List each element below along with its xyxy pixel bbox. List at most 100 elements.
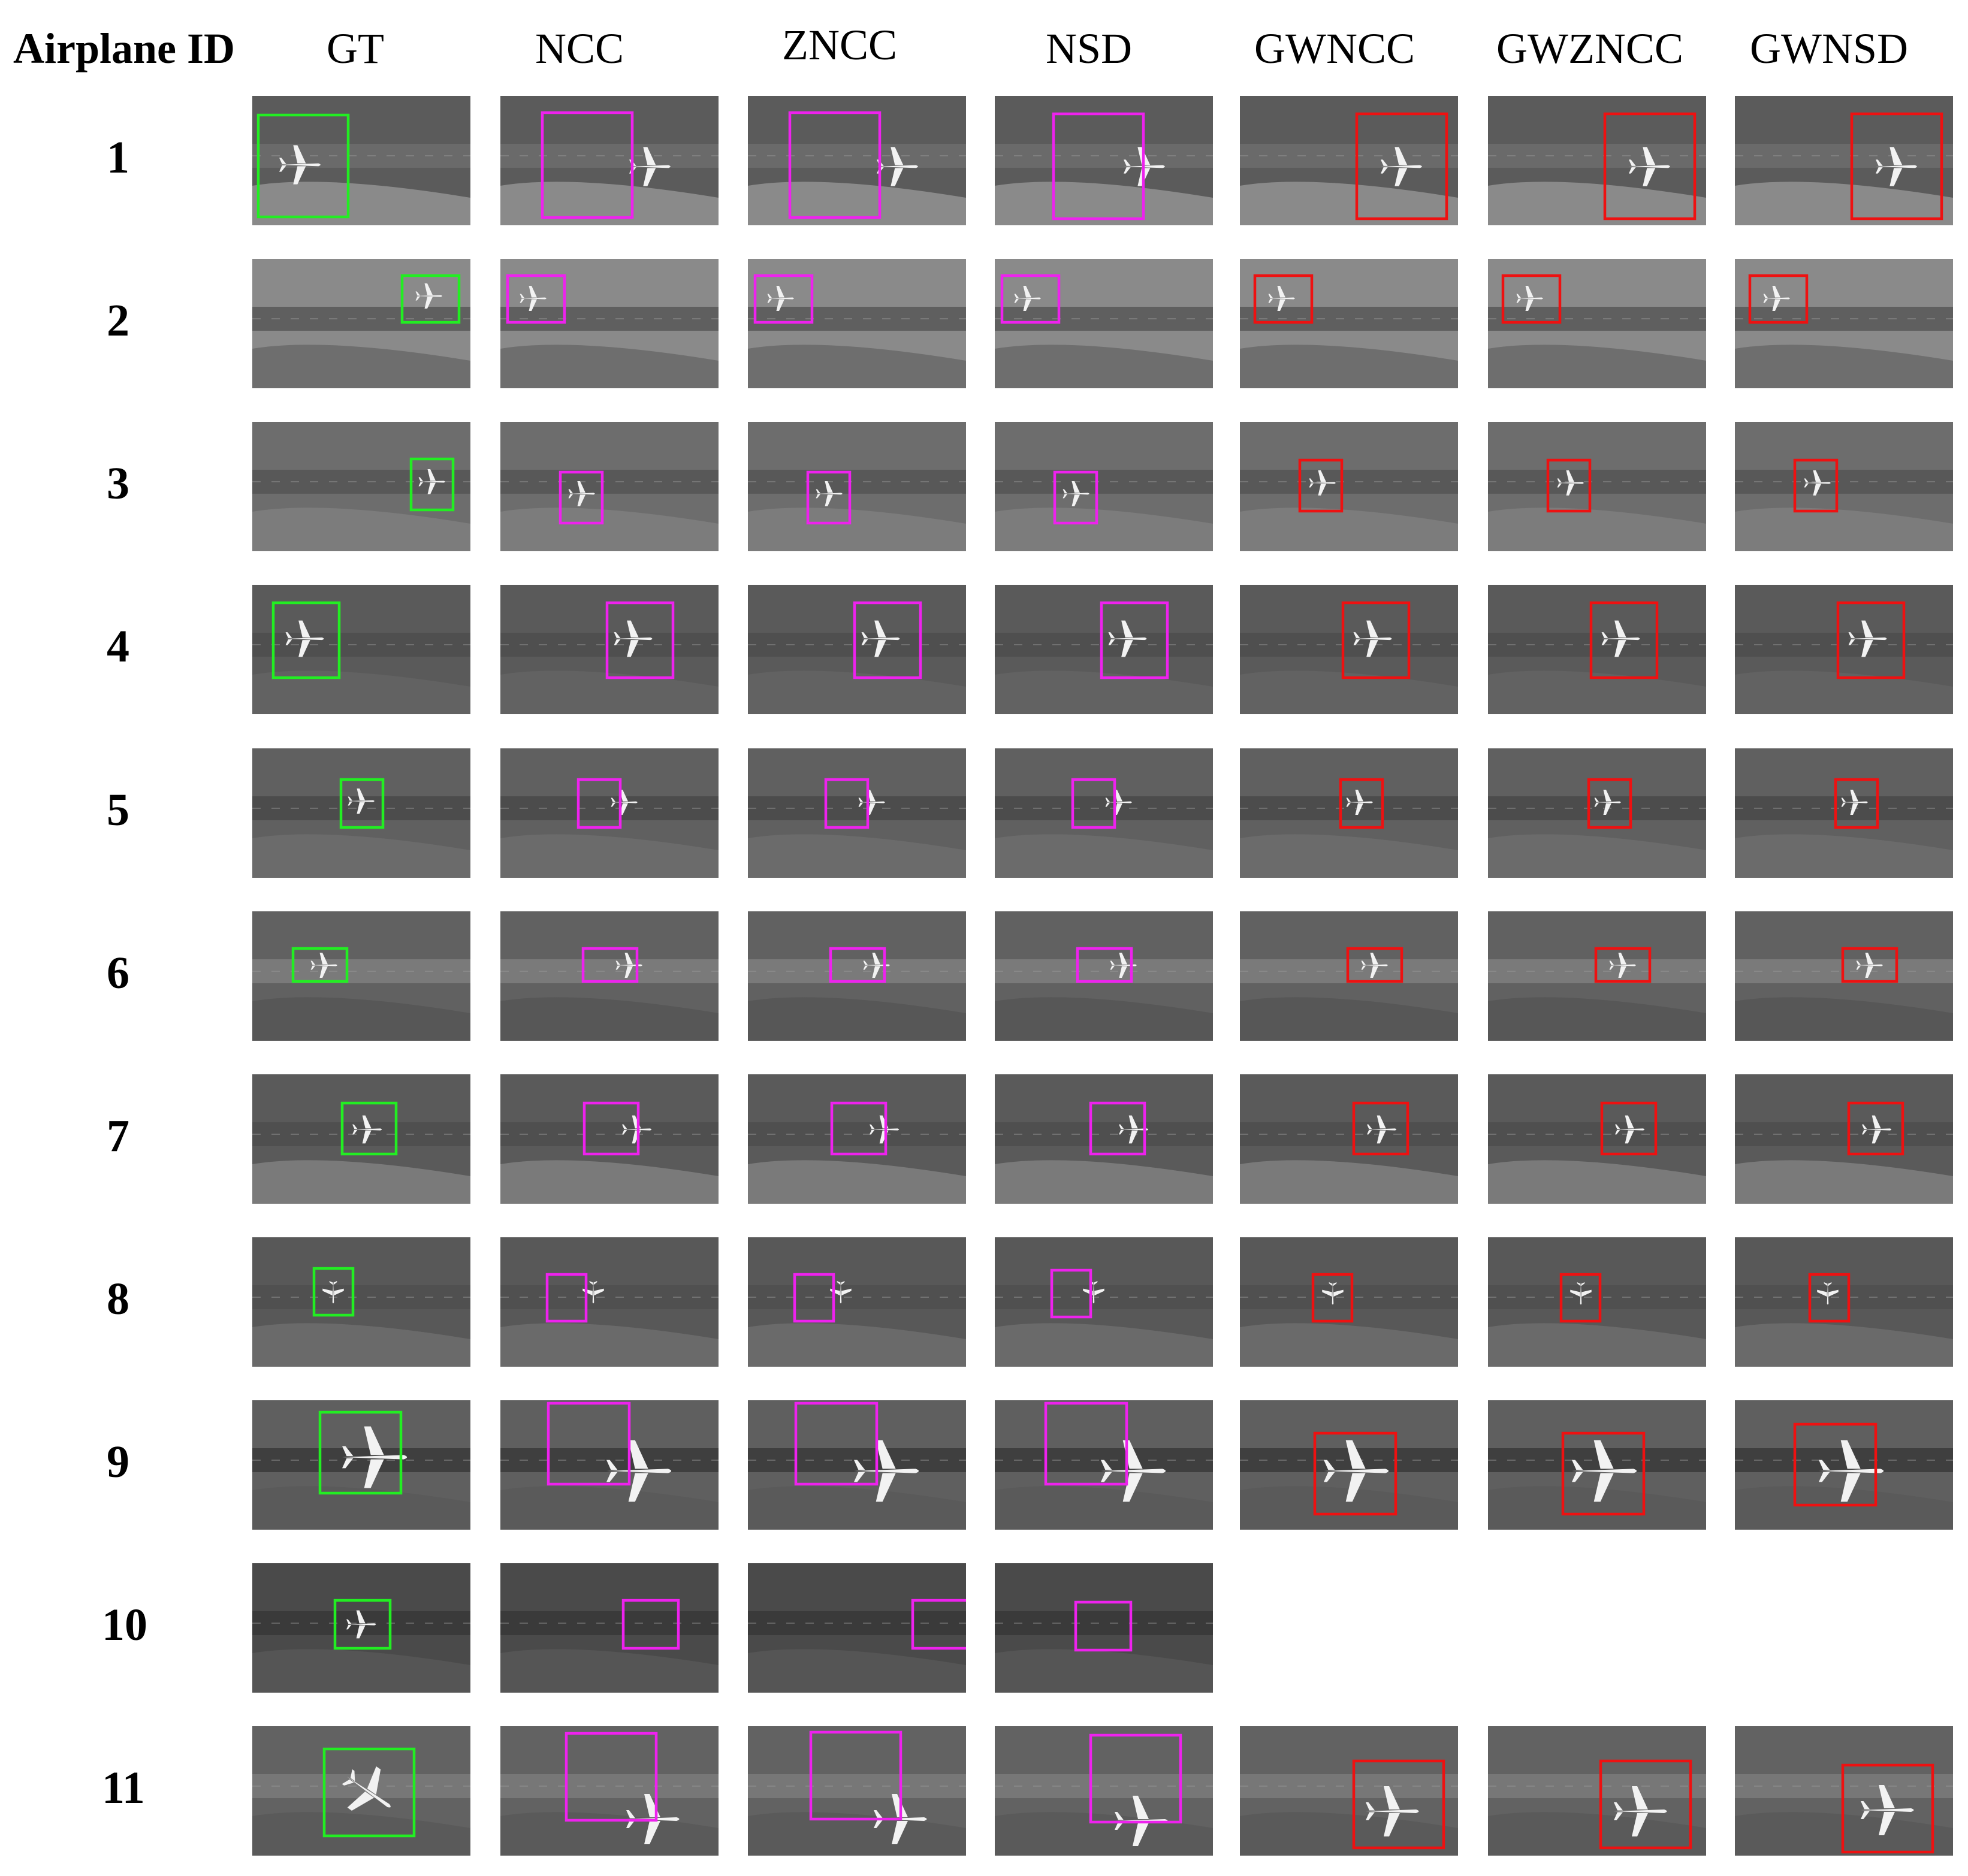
result-tile-nsd-9 xyxy=(995,1400,1213,1530)
result-tile-nsd-3 xyxy=(995,422,1213,551)
ground-truth-box xyxy=(271,601,341,679)
airplane-icon xyxy=(1309,470,1336,496)
aerial-thumbnail xyxy=(1240,585,1458,714)
airplane-icon xyxy=(279,145,321,185)
result-tile-nsd-1 xyxy=(995,96,1213,225)
header-ncc: NCC xyxy=(535,25,624,72)
baseline-detection-box xyxy=(806,470,852,525)
proposed-detection-box xyxy=(1546,458,1592,513)
airplane-icon xyxy=(418,469,445,494)
result-tile-nsd-4 xyxy=(995,585,1213,714)
result-tile-gwzncc-11 xyxy=(1488,1726,1706,1856)
aerial-thumbnail xyxy=(995,585,1213,714)
aerial-thumbnail xyxy=(748,1726,966,1856)
result-tile-ncc-9 xyxy=(500,1400,719,1530)
result-tile-gt-6 xyxy=(252,911,470,1041)
proposed-detection-box xyxy=(1847,1101,1904,1156)
result-tile-gwzncc-2 xyxy=(1488,259,1706,388)
aerial-thumbnail xyxy=(995,1563,1213,1693)
result-tile-zncc-9 xyxy=(748,1400,966,1530)
airplane-icon xyxy=(1110,953,1137,978)
proposed-detection-box xyxy=(1793,458,1839,513)
baseline-detection-box xyxy=(581,947,639,983)
result-tile-nsd-11 xyxy=(995,1726,1213,1856)
airplane-id-label: 1 xyxy=(107,132,129,183)
airplane-icon xyxy=(348,789,375,814)
airplane-icon xyxy=(1817,1282,1839,1305)
baseline-detection-box xyxy=(1100,601,1169,679)
result-tile-gwzncc-1 xyxy=(1488,96,1706,225)
airplane-icon xyxy=(1601,620,1640,657)
airplane-id-label: 2 xyxy=(107,295,129,346)
baseline-detection-box xyxy=(565,1732,658,1822)
airplane-icon xyxy=(1862,1115,1892,1144)
result-tile-nsd-5 xyxy=(995,748,1213,878)
result-tile-gwnsd-2 xyxy=(1735,259,1953,388)
baseline-detection-box xyxy=(753,274,814,324)
baseline-detection-box xyxy=(545,1273,588,1323)
proposed-detection-box xyxy=(1603,112,1697,220)
result-tile-ncc-5 xyxy=(500,748,719,878)
airplane-icon xyxy=(615,953,642,978)
aerial-thumbnail xyxy=(748,585,966,714)
airplane-icon xyxy=(1361,953,1388,978)
proposed-detection-box xyxy=(1587,778,1632,829)
aerial-thumbnail xyxy=(995,1074,1213,1204)
result-tile-zncc-7 xyxy=(748,1074,966,1204)
result-tile-gwzncc-9 xyxy=(1488,1400,1706,1530)
airplane-id-label: 7 xyxy=(107,1111,129,1161)
aerial-thumbnail xyxy=(1488,422,1706,551)
aerial-thumbnail xyxy=(1488,96,1706,225)
aerial-thumbnail xyxy=(1240,1237,1458,1367)
proposed-detection-box xyxy=(1834,778,1879,829)
proposed-detection-box xyxy=(1589,601,1659,679)
aerial-thumbnail xyxy=(748,96,966,225)
aerial-thumbnail xyxy=(1735,1074,1953,1204)
aerial-thumbnail xyxy=(1488,585,1706,714)
aerial-thumbnail xyxy=(252,1237,470,1367)
baseline-detection-box xyxy=(1050,1268,1092,1319)
airplane-icon xyxy=(1083,1281,1104,1304)
proposed-detection-box xyxy=(1841,1763,1934,1854)
airplane-icon xyxy=(1856,953,1883,978)
aerial-thumbnail xyxy=(995,1237,1213,1367)
result-tile-gwncc-3 xyxy=(1240,422,1458,551)
aerial-thumbnail xyxy=(500,911,719,1041)
result-tile-ncc-8 xyxy=(500,1237,719,1367)
baseline-detection-box xyxy=(541,111,634,219)
airplane-icon xyxy=(614,620,653,657)
airplane-icon xyxy=(582,1281,604,1304)
aerial-thumbnail xyxy=(748,1074,966,1204)
aerial-thumbnail xyxy=(252,911,470,1041)
result-tile-nsd-2 xyxy=(995,259,1213,388)
result-tile-ncc-4 xyxy=(500,585,719,714)
aerial-thumbnail xyxy=(500,1074,719,1204)
proposed-detection-box xyxy=(1346,947,1403,983)
airplane-icon xyxy=(1609,953,1636,978)
airplane-icon xyxy=(1861,1785,1914,1835)
airplane-icon xyxy=(629,147,671,186)
airplane-icon xyxy=(342,1766,391,1811)
proposed-detection-box xyxy=(1594,947,1652,983)
airplane-icon xyxy=(861,620,900,657)
result-tile-gwzncc-8 xyxy=(1488,1237,1706,1367)
proposed-detection-box xyxy=(1298,458,1344,513)
airplane-icon xyxy=(1572,1440,1637,1502)
baseline-detection-box xyxy=(582,1101,640,1156)
proposed-detection-box xyxy=(1501,274,1562,324)
ground-truth-box xyxy=(312,1267,355,1317)
result-tile-gwnsd-11 xyxy=(1735,1726,1953,1856)
airplane-icon xyxy=(1119,1115,1149,1144)
airplane-icon xyxy=(863,953,890,978)
airplane-id-label: 9 xyxy=(107,1437,129,1487)
aerial-thumbnail xyxy=(748,1400,966,1530)
proposed-detection-box xyxy=(1599,1759,1692,1850)
proposed-detection-box xyxy=(1808,1273,1851,1323)
baseline-detection-box xyxy=(794,1401,879,1486)
proposed-detection-box xyxy=(1850,112,1943,220)
proposed-detection-box xyxy=(1841,947,1898,983)
ground-truth-box xyxy=(291,947,349,983)
ground-truth-box xyxy=(339,778,385,829)
proposed-detection-box xyxy=(1793,1422,1878,1507)
airplane-icon xyxy=(1819,1440,1884,1502)
